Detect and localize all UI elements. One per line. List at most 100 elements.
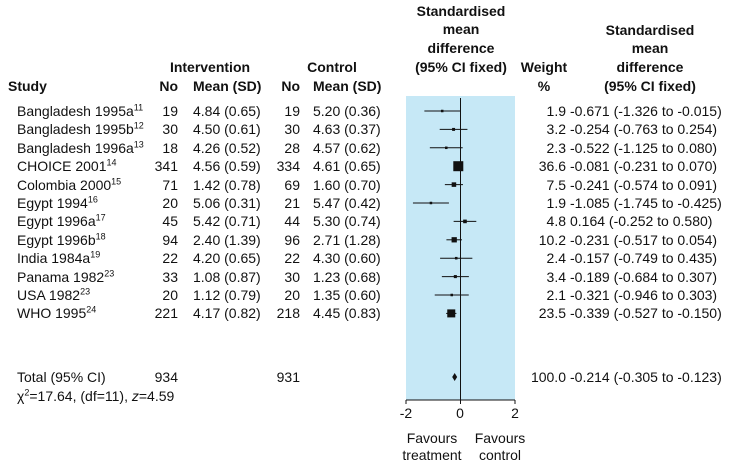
control-no: 20: [284, 287, 300, 303]
weight-value: 23.5: [538, 305, 566, 322]
control-no: 21: [284, 195, 300, 211]
header-study: Study: [8, 78, 47, 94]
header-smd-line2: mean: [442, 21, 480, 37]
header-intervention-no: No: [159, 78, 178, 94]
intervention-mean-sd: 4.20 (0.65): [193, 250, 261, 267]
study-label: Bangladesh 1995a: [17, 103, 134, 119]
axis-tick-label-2: 2: [511, 405, 519, 421]
weight-value: 2.1: [546, 287, 566, 303]
weight-value: 1.9: [546, 195, 566, 211]
smd-ci-text: -0.339 (-0.527 to -0.150): [570, 305, 722, 322]
intervention-no: 221: [154, 305, 178, 322]
intervention-no: 20: [162, 195, 178, 211]
study-reference: 23: [80, 286, 91, 297]
study-label: USA 1982: [17, 287, 81, 303]
effect-square: [447, 309, 456, 318]
weight-value: 1.9: [546, 103, 566, 119]
plot-marks: [405, 98, 516, 404]
study-reference: 18: [95, 231, 106, 242]
weight-value: 4.8: [546, 213, 566, 230]
intervention-no: 19: [162, 103, 178, 119]
study-reference: 14: [106, 157, 117, 168]
smd-ci-text: -0.254 (-0.763 to 0.254): [570, 121, 718, 138]
intervention-mean-sd: 2.40 (1.39): [193, 231, 261, 248]
weight-value: 3.2: [546, 121, 566, 138]
intervention-no: 22: [162, 250, 178, 267]
favours-treatment-line1: Favours: [406, 430, 458, 446]
control-mean-sd: 5.30 (0.74): [313, 213, 381, 230]
weight-value: 7.5: [546, 176, 566, 193]
smd-ci-text: -0.157 (-0.749 to 0.435): [570, 250, 718, 267]
study-name: USA 198223: [17, 287, 90, 303]
smd-ci-text: -0.081 (-0.231 to 0.070): [570, 158, 718, 175]
study-reference: 13: [133, 139, 144, 150]
control-mean-sd: 4.30 (0.60): [313, 250, 381, 267]
intervention-mean-sd: 4.17 (0.82): [193, 305, 261, 322]
control-no: 30: [284, 121, 300, 138]
intervention-mean-sd: 1.08 (0.87): [193, 268, 261, 285]
header-intervention-mean: Mean (SD): [193, 78, 262, 94]
study-reference: 16: [87, 194, 98, 205]
study-label: Panama 1982: [17, 268, 105, 285]
header-control-mean: Mean (SD): [313, 78, 382, 94]
header-smd2-line4: (95% CI fixed): [604, 78, 696, 94]
study-reference: 24: [86, 304, 97, 315]
control-no: 69: [284, 176, 300, 193]
smd-ci-text: -0.522 (-1.125 to 0.080): [570, 139, 718, 156]
study-name: Panama 198223: [17, 268, 114, 285]
axis-tick-label-0: 0: [456, 405, 464, 421]
study-label: Bangladesh 1996a: [17, 139, 134, 156]
weight-value: 3.4: [546, 268, 566, 285]
control-mean-sd: 1.60 (0.70): [313, 176, 381, 193]
effect-square: [451, 237, 457, 243]
study-name: Egypt 1996a17: [17, 213, 106, 229]
study-name: Egypt 1996b18: [17, 232, 106, 248]
effect-square: [440, 109, 444, 113]
smd-ci-text: -0.241 (-0.574 to 0.091): [570, 176, 718, 193]
header-smd2-line2: mean: [631, 40, 669, 56]
intervention-mean-sd: 5.42 (0.71): [193, 213, 261, 230]
control-no: 19: [284, 103, 300, 119]
header-control: Control: [307, 59, 357, 75]
effect-square: [445, 146, 448, 150]
intervention-mean-sd: 4.84 (0.65): [193, 103, 261, 119]
control-mean-sd: 4.61 (0.65): [313, 158, 381, 175]
study-label: Bangladesh 1995b: [17, 121, 134, 138]
control-no: 96: [284, 231, 300, 248]
effect-square: [453, 161, 464, 172]
control-no: 22: [284, 250, 300, 267]
favours-treatment-line2: treatment: [402, 447, 462, 463]
study-name: Bangladesh 1996a13: [17, 140, 144, 156]
header-smd-line3: difference: [427, 40, 495, 56]
chi-symbol: χ: [17, 388, 25, 404]
header-smd-line1: Standardised: [416, 3, 506, 19]
intervention-no: 341: [154, 158, 178, 175]
total-intervention-no: 934: [154, 369, 178, 385]
intervention-mean-sd: 4.26 (0.52): [193, 139, 261, 156]
total-weight: 100.0: [530, 369, 566, 385]
intervention-no: 33: [162, 268, 178, 285]
weight-value: 2.3: [546, 139, 566, 156]
study-name: Bangladesh 1995b12: [17, 121, 144, 137]
study-label: CHOICE 2001: [17, 158, 107, 175]
study-label: Egypt 1996a: [17, 213, 96, 230]
header-smd2-line3: difference: [616, 59, 684, 75]
header-smd-line4: (95% CI fixed): [415, 59, 507, 75]
study-name: Egypt 199416: [17, 195, 98, 211]
control-mean-sd: 4.45 (0.83): [313, 305, 381, 322]
header-smd2-line1: Standardised: [605, 22, 695, 38]
intervention-mean-sd: 4.56 (0.59): [193, 158, 261, 175]
intervention-mean-sd: 4.50 (0.61): [193, 121, 261, 138]
control-mean-sd: 1.35 (0.60): [313, 287, 381, 303]
study-label: Colombia 2000: [17, 176, 112, 193]
smd-ci-text: 0.164 (-0.252 to 0.580): [570, 213, 713, 230]
effect-square: [463, 219, 467, 224]
study-reference: 11: [133, 102, 144, 113]
study-name: CHOICE 200114: [17, 158, 117, 174]
effect-square: [452, 127, 456, 131]
smd-ci-text: -0.189 (-0.684 to 0.307): [570, 268, 718, 285]
study-reference: 15: [111, 175, 122, 186]
intervention-no: 18: [162, 139, 178, 156]
intervention-no: 71: [162, 176, 178, 193]
